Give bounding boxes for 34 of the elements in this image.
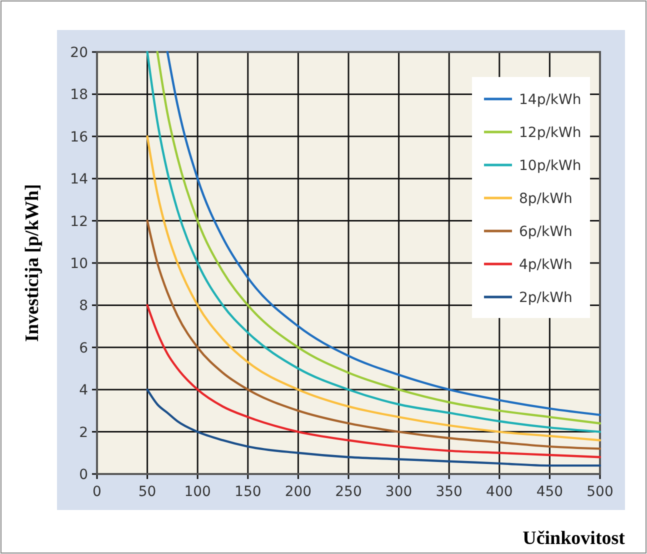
line-series [146, 388, 602, 467]
line-series [146, 220, 602, 450]
legend-label: 10p/kWh [519, 158, 582, 174]
x-tick-label: 500 [586, 484, 614, 500]
legend-label: 14p/kWh [519, 92, 582, 108]
y-tick-label: 2 [79, 424, 88, 441]
y-tick-label: 18 [70, 87, 88, 104]
x-tick-label: 200 [284, 484, 312, 500]
y-tick-label: 12 [70, 214, 88, 230]
legend-label: 6p/kWh [519, 224, 572, 240]
legend-label: 12p/kWh [519, 125, 582, 141]
x-tick-label: 50 [138, 484, 156, 500]
y-tick-label: 8 [79, 298, 88, 314]
legend-label: 2p/kWh [519, 290, 572, 306]
x-tick-label: 0 [92, 484, 102, 500]
x-tick-label: 300 [385, 484, 412, 500]
y-axis-title: Investicija [p/kWh] [22, 184, 43, 342]
legend-label: 4p/kWh [519, 257, 572, 273]
x-tick-label: 400 [486, 484, 513, 500]
x-tick-label: 350 [436, 484, 462, 500]
x-tick-label: 150 [234, 484, 262, 500]
line-series [146, 304, 602, 458]
y-tick-label: 4 [79, 382, 88, 399]
legend-label: 8p/kWh [519, 191, 572, 207]
x-tick-label: 100 [184, 484, 211, 500]
y-tick-label: 6 [79, 340, 88, 356]
x-tick-label: 250 [335, 484, 362, 500]
y-tick-label: 0 [79, 467, 88, 483]
y-tick-label: 20 [70, 45, 88, 61]
y-tick-label: 16 [70, 129, 88, 146]
x-tick-label: 450 [536, 484, 564, 500]
y-tick-label: 14 [70, 172, 88, 188]
y-tick-label: 10 [70, 256, 88, 272]
x-axis-title: Učinkovitost [522, 528, 626, 549]
